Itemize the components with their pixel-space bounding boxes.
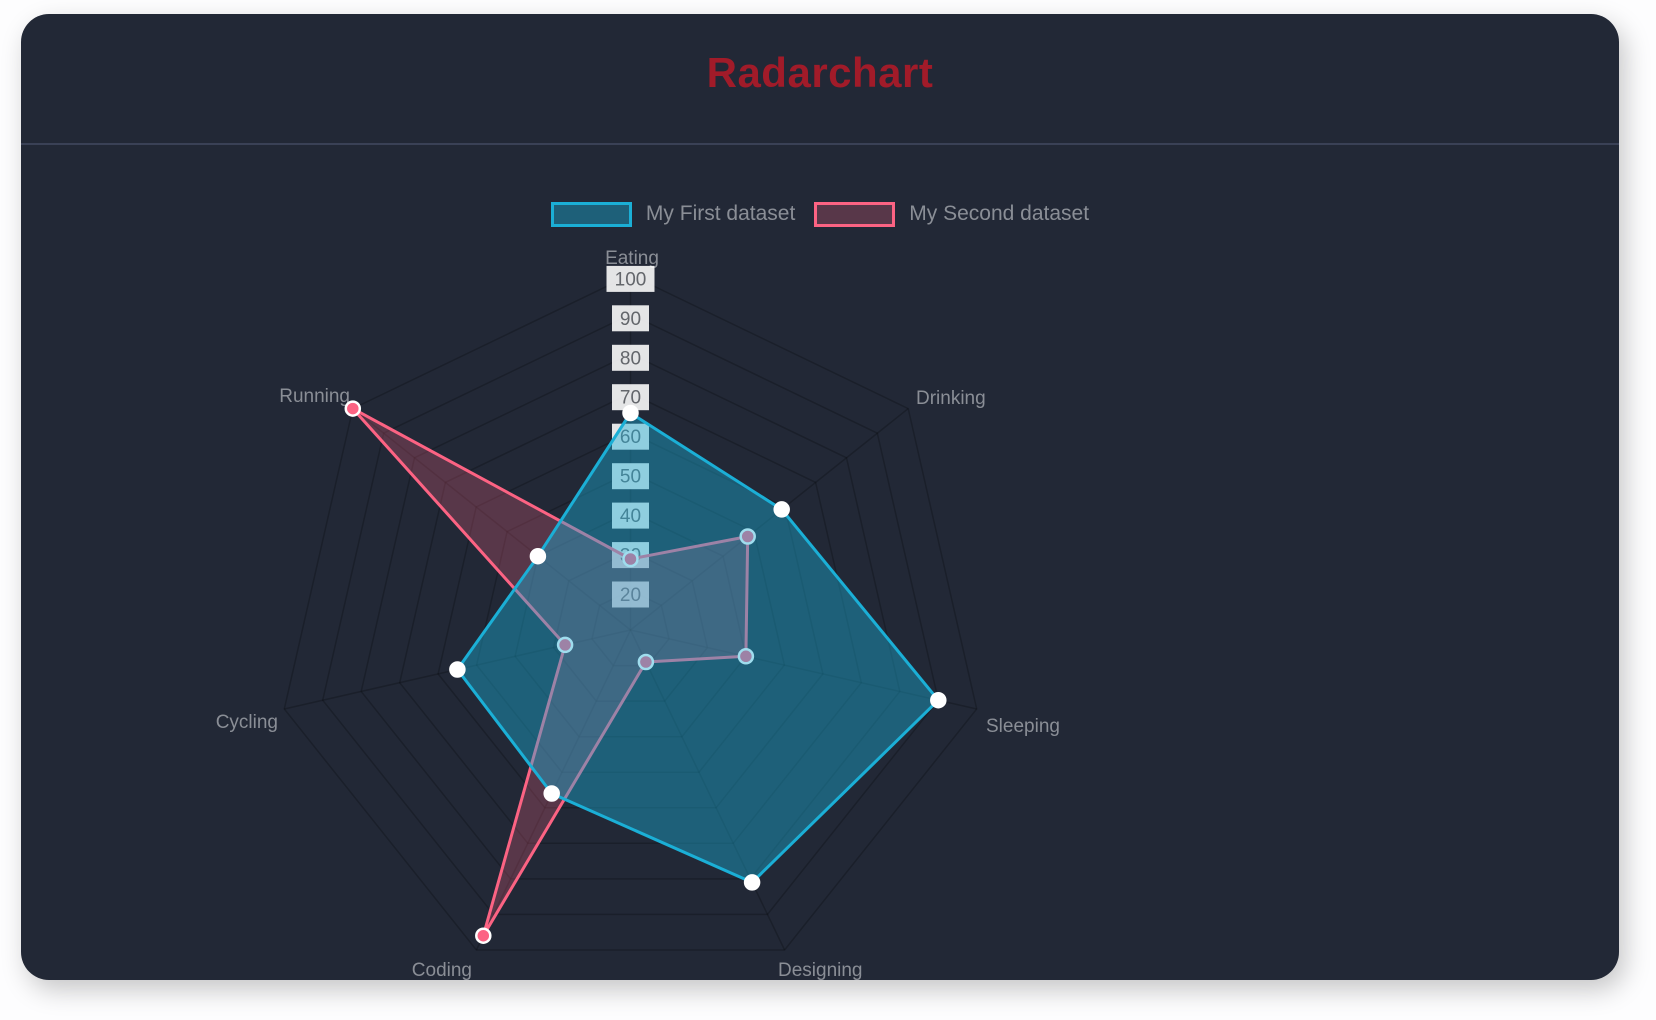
legend-swatch-first-dataset: [550, 201, 632, 227]
legend-label-first-dataset: My First dataset: [645, 202, 796, 225]
axis-label-running: Running: [279, 386, 350, 407]
point-first-cycling[interactable]: [449, 661, 466, 678]
grid-ring-60: [437, 431, 824, 809]
point-first-drinking[interactable]: [773, 501, 790, 518]
radar-chart-canvas[interactable]: Eating Drinking Sleeping Designing Coding Cyc…: [21, 14, 1619, 980]
point-first-designing[interactable]: [743, 874, 761, 891]
tick-backdrop-20: [612, 581, 649, 608]
grid-ring-30: [552, 550, 709, 702]
chart-card: Radarchart Eating Drinking Sleeping Designi…: [21, 14, 1619, 980]
axis-label-cycling: Cycling: [216, 712, 278, 733]
tick-backdrop-80: [612, 344, 649, 371]
grid-ring-70: [398, 392, 863, 845]
axis-label-sleeping: Sleeping: [986, 716, 1060, 737]
legend-label-second-dataset: My Second dataset: [909, 202, 1090, 225]
grid-ring-50: [475, 471, 786, 773]
point-first-eating[interactable]: [622, 404, 639, 422]
legend-item-first-dataset[interactable]: My First dataset: [550, 201, 796, 227]
point-second-designing[interactable]: [637, 653, 655, 671]
tick-backdrop-60: [612, 423, 649, 450]
legend-swatch-second-dataset: [814, 201, 896, 227]
grid-ring-100: [283, 274, 978, 951]
tick-backdrop-90: [612, 305, 649, 332]
grid-ring-80: [360, 352, 901, 880]
point-second-running[interactable]: [344, 400, 362, 417]
axis-label-designing: Designing: [778, 960, 863, 980]
tick-label-40: 40: [620, 506, 641, 527]
tick-label-60: 60: [620, 427, 641, 448]
chart-title: Radarchart: [706, 49, 934, 96]
tick-backdrop-50: [612, 463, 649, 490]
angle-line-designing: [629, 629, 786, 951]
tick-label-100: 100: [615, 269, 647, 290]
angle-line-drinking: [630, 408, 909, 631]
angle-line-running: [352, 408, 631, 631]
tick-label-80: 80: [620, 348, 641, 369]
point-second-coding[interactable]: [475, 927, 492, 944]
axis-label-drinking: Drinking: [916, 388, 986, 409]
grid-ring-90: [321, 313, 940, 916]
legend: My First dataset My Second dataset: [21, 201, 1619, 227]
tick-label-70: 70: [620, 388, 641, 409]
point-second-eating[interactable]: [622, 550, 639, 568]
angle-line-sleeping: [630, 629, 977, 710]
grid-ring-40: [514, 510, 747, 738]
title-separator: [21, 143, 1619, 145]
point-first-sleeping[interactable]: [930, 691, 947, 709]
point-second-sleeping[interactable]: [737, 648, 755, 665]
point-second-cycling[interactable]: [556, 636, 574, 654]
point-first-running[interactable]: [529, 547, 547, 565]
legend-item-second-dataset[interactable]: My Second dataset: [814, 201, 1089, 227]
axis-label-eating: Eating: [605, 248, 659, 269]
tick-backdrop-100: [606, 265, 655, 292]
tick-backdrop-40: [612, 502, 649, 529]
axis-label-coding: Coding: [412, 960, 472, 980]
tick-label-90: 90: [620, 309, 641, 330]
series-area-first-dataset: [455, 411, 940, 884]
tick-label-50: 50: [620, 467, 641, 488]
point-first-coding[interactable]: [543, 785, 560, 802]
tick-label-20: 20: [620, 585, 641, 606]
point-second-drinking[interactable]: [739, 528, 756, 545]
grid-ring-20: [591, 589, 670, 667]
